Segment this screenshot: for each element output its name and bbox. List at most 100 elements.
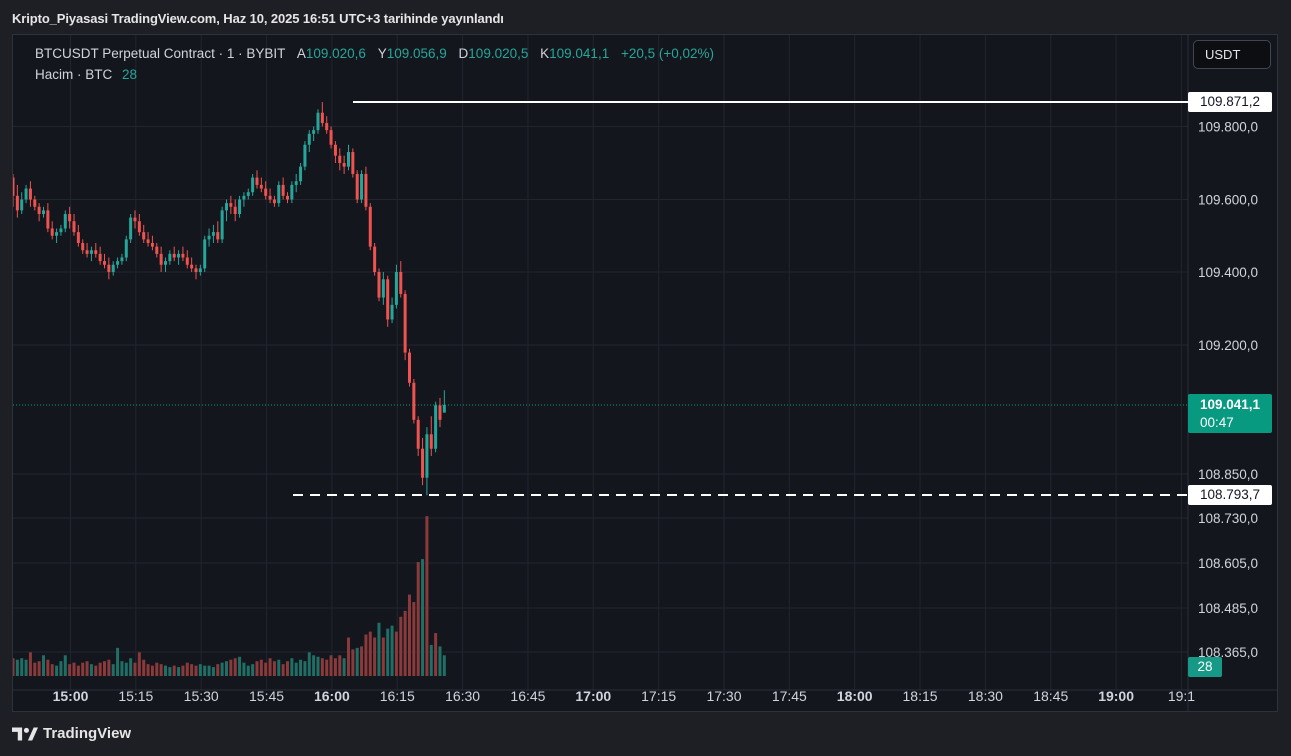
volume-bar (394, 631, 398, 676)
volume-bar (272, 661, 276, 676)
candle-body (203, 239, 207, 269)
candle-body (15, 195, 19, 211)
candle-body (368, 206, 372, 247)
volume-bar (190, 664, 194, 676)
legend-symbol-row: BTCUSDT Perpetual Contract · 1 · BYBIT A… (35, 46, 714, 61)
candle-body (28, 188, 32, 200)
y-tick-label: 109.400,0 (1198, 265, 1258, 280)
volume-bar (20, 658, 24, 676)
volume-bar (68, 664, 72, 676)
x-tick-label: 18:15 (903, 688, 938, 704)
volume-bar (89, 664, 93, 676)
x-tick-label: 15:30 (184, 688, 219, 704)
volume-bar (94, 665, 98, 676)
candle-body (59, 228, 63, 233)
volume-bar (15, 659, 19, 676)
volume-bar (59, 661, 63, 676)
volume-bar (251, 664, 255, 676)
candle-body (412, 382, 416, 420)
high-line-price-tag: 109.871,2 (1188, 92, 1272, 112)
candle-body (146, 239, 150, 243)
candle-body (133, 217, 137, 222)
x-tick-label: 17:30 (706, 688, 741, 704)
volume-bar (412, 602, 416, 676)
legend-volume-row: Hacim · BTC 28 (35, 67, 137, 82)
candle-body (386, 279, 390, 320)
volume-bar (421, 559, 425, 676)
candle-body (50, 228, 54, 236)
candlestick-chart[interactable]: 109.800,0 109.600,0 109.400,0 109.200,0 108.… (13, 35, 1277, 711)
volume-bar (120, 661, 124, 676)
volume-bar (312, 655, 316, 676)
tradingview-footer[interactable]: TradingView (12, 725, 131, 742)
y-tick-label: 108.730,0 (1198, 511, 1258, 526)
volume-bar (55, 665, 59, 676)
volume-bar (159, 664, 163, 676)
volume-bar (373, 637, 377, 676)
candle-body (333, 144, 337, 156)
volume-bar (13, 658, 15, 676)
candle-body (137, 221, 141, 233)
candle-body (111, 264, 115, 272)
candle-body (259, 184, 263, 189)
y-tick-label: 108.485,0 (1198, 601, 1258, 616)
x-tick-label: 16:00 (314, 688, 350, 704)
volume-bar (81, 662, 85, 676)
candle-body (416, 419, 420, 449)
candle-body (434, 405, 438, 449)
chart-panel[interactable]: 109.800,0 109.600,0 109.400,0 109.200,0 108.… (12, 34, 1278, 712)
volume-bar (224, 661, 228, 676)
candle-body (211, 232, 215, 236)
candle-body (342, 163, 346, 167)
volume-bar (211, 667, 215, 676)
candle-countdown: 00:47 (1200, 415, 1234, 430)
candle-body (346, 152, 350, 167)
volume-bar (72, 662, 76, 676)
legend-low: 109.020,5 (468, 46, 529, 61)
volume-bar (290, 658, 294, 676)
volume-bar (33, 662, 37, 676)
x-tick-label: 17:45 (772, 688, 807, 704)
candle-body (399, 272, 403, 294)
volume-bar (386, 628, 390, 676)
x-tick-label: 19:1 (1168, 688, 1195, 704)
x-tick-label: 16:45 (510, 688, 545, 704)
volume-bar (150, 665, 154, 676)
candle-body (163, 261, 167, 265)
x-tick-label: 15:15 (118, 688, 153, 704)
volume-bar (416, 562, 420, 676)
volume-bar (316, 656, 320, 676)
volume-bar (107, 659, 111, 676)
currency-button[interactable]: USDT (1193, 40, 1271, 69)
candle-body (403, 293, 407, 353)
candle-body (89, 250, 93, 254)
candle-body (37, 206, 41, 214)
x-tick-label: 17:00 (575, 688, 611, 704)
candle-body (172, 253, 176, 258)
x-tick-label: 15:45 (249, 688, 284, 704)
volume-bar (346, 637, 350, 676)
candle-body (155, 246, 159, 254)
volume-bar (129, 658, 133, 676)
candle-body (41, 210, 45, 214)
candle-body (281, 184, 285, 196)
volume-bar (102, 661, 106, 676)
candle-body (207, 235, 211, 240)
legend-close: 109.041,1 (549, 46, 610, 61)
candle-body (120, 257, 124, 262)
volume-bar (303, 661, 307, 676)
volume-bar (203, 665, 207, 676)
candle-body (24, 188, 28, 200)
volume-bar (242, 662, 246, 676)
volume-bar (381, 637, 385, 676)
volume-bar (216, 664, 220, 676)
candle-body (277, 184, 281, 204)
volume-bar (168, 667, 172, 676)
candle-body (124, 239, 128, 258)
y-tick-label: 108.365,0 (1198, 645, 1258, 660)
candle-body (429, 434, 433, 449)
legend-close-label: K (540, 46, 550, 61)
volume-bar (238, 656, 242, 676)
candle-body (129, 217, 133, 240)
published-caption: Kripto_Piyasasi TradingView.com, Haz 10,… (12, 11, 504, 26)
